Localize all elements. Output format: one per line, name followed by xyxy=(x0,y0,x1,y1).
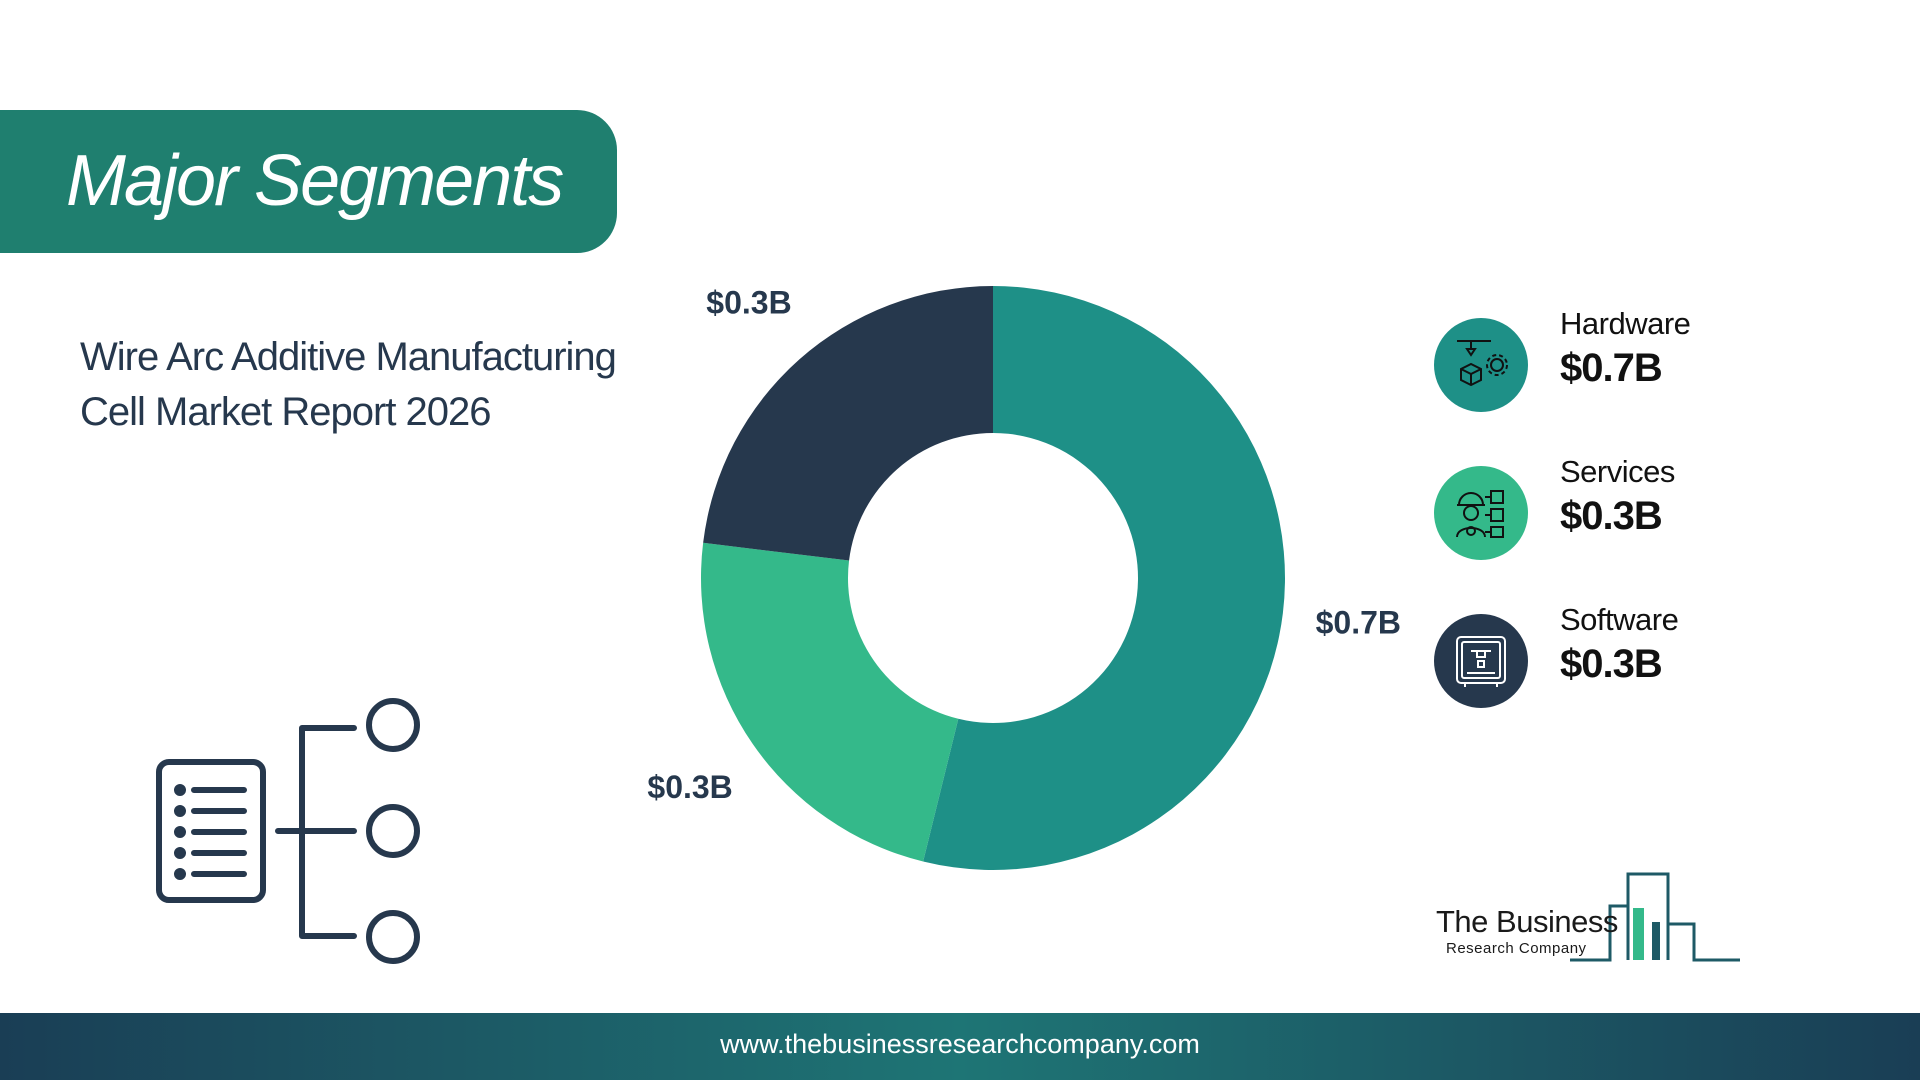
legend-item-services: Services $0.3B xyxy=(1434,454,1774,566)
donut-slice-services xyxy=(701,542,959,862)
logo-buildings-icon xyxy=(1570,872,1740,962)
footer-bar: www.thebusinessresearchcompany.com xyxy=(0,1013,1920,1080)
printer-screen-icon xyxy=(1456,636,1506,687)
logo-text-line2: Research Company xyxy=(1446,940,1587,957)
legend-swatch-software xyxy=(1434,614,1528,708)
legend-value-software: $0.3B xyxy=(1560,642,1663,686)
slice-label-hardware: $0.7B xyxy=(1316,604,1401,640)
legend-swatch-hardware xyxy=(1434,318,1528,412)
legend-label-services: Services xyxy=(1560,454,1675,489)
legend-label-software: Software xyxy=(1560,602,1679,637)
donut-slice-labels: $0.7B $0.3B $0.3B xyxy=(647,285,1401,806)
3d-printer-gear-icon xyxy=(1457,340,1508,387)
header-banner: Major Segments xyxy=(0,110,617,253)
page-title: Major Segments xyxy=(66,141,564,221)
company-logo: The Business Research Company xyxy=(1432,868,1752,968)
slice-label-services: $0.3B xyxy=(647,769,732,805)
slice-label-software: $0.3B xyxy=(706,285,791,321)
report-title-line1: Wire Arc Additive Manufacturing xyxy=(80,335,617,379)
donut-chart: $0.7B $0.3B $0.3B xyxy=(647,285,1401,870)
report-title-line2: Cell Market Report 2026 xyxy=(80,390,492,434)
report-title: Wire Arc Additive Manufacturing Cell Mar… xyxy=(80,330,680,440)
worker-service-icon xyxy=(1456,490,1504,538)
logo-text-line1: The Business xyxy=(1436,904,1618,939)
legend-label-hardware: Hardware xyxy=(1560,306,1691,341)
donut-slice-hardware xyxy=(923,286,1285,870)
segment-tree-icon xyxy=(156,698,420,964)
donut-slices xyxy=(701,286,1285,870)
donut-slice-software xyxy=(703,286,993,561)
legend-value-services: $0.3B xyxy=(1560,494,1663,538)
legend-item-hardware: Hardware $0.7B xyxy=(1434,306,1774,418)
legend-swatch-services xyxy=(1434,466,1528,560)
footer-url-link[interactable]: www.thebusinessresearchcompany.com xyxy=(720,1029,1200,1059)
legend-value-hardware: $0.7B xyxy=(1560,346,1663,390)
legend-item-software: Software $0.3B xyxy=(1434,602,1774,714)
